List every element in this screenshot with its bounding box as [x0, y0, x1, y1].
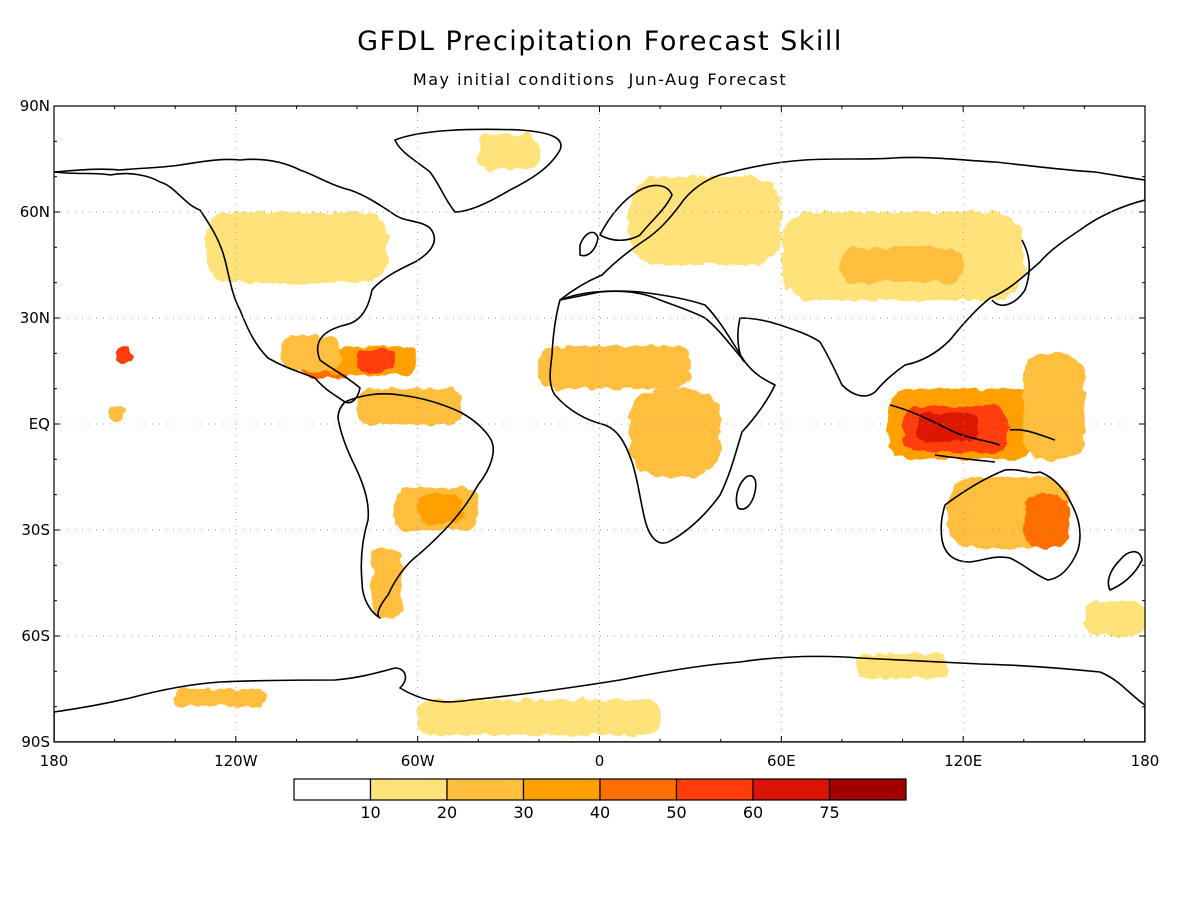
colorbar-swatch: [369, 778, 448, 801]
lon-tick-label: 120E: [944, 752, 982, 770]
south-america-coastline: [337, 393, 494, 619]
colorbar-label: 10: [360, 803, 380, 822]
new-zealand-coastline: [1107, 550, 1143, 591]
map-title: GFDL Precipitation Forecast Skill: [357, 26, 843, 57]
british-isles-coastline: [579, 231, 599, 257]
north-america-coastline: [54, 158, 436, 404]
skill-region: [1023, 353, 1085, 460]
axis-ticks: [53, 105, 1146, 743]
lon-tick-label: 60W: [401, 752, 435, 770]
skill-region: [841, 247, 964, 283]
skill-region: [108, 406, 124, 421]
skill-region: [629, 388, 721, 477]
map-subtitle: May initial conditions Jun-Aug Forecast: [412, 70, 788, 89]
lon-tick-label: 60E: [767, 752, 796, 770]
skill-region: [205, 212, 388, 283]
antarctica-coastline: [54, 655, 1145, 742]
greenland-coastline: [394, 128, 562, 213]
skill-region: [175, 689, 267, 707]
colorbar-swatch: [522, 778, 601, 801]
lon-tick-label: 180: [1131, 752, 1160, 770]
graticule: [54, 106, 1145, 742]
australia-coastline: [940, 468, 1081, 581]
colorbar-swatch: [752, 778, 831, 801]
skill-region: [857, 653, 949, 679]
africa-coastline: [549, 290, 776, 544]
madagascar-coastline: [735, 474, 757, 510]
lat-tick-label: EQ: [29, 415, 50, 433]
japan-coastline: [991, 239, 1031, 306]
colorbar-label: 50: [666, 803, 686, 822]
skill-region: [357, 349, 394, 371]
scandinavia-coastline: [599, 184, 673, 242]
colorbar-label: 20: [437, 803, 457, 822]
eurasia-coastline: [559, 156, 1145, 397]
lat-tick-label: 60S: [21, 627, 50, 645]
colorbar-swatch: [446, 778, 525, 801]
skill-region: [417, 494, 464, 523]
skill-region: [114, 346, 133, 364]
skill-region: [478, 134, 539, 170]
colorbar-swatch: [599, 778, 678, 801]
skill-region: [1023, 494, 1070, 548]
colorbar: 10 20 30 40 50 60 75: [293, 778, 907, 822]
skill-region: [538, 346, 691, 389]
colorbar-swatch: [828, 778, 907, 801]
lat-tick-label: 90N: [20, 97, 50, 115]
skill-region: [1084, 600, 1145, 636]
skill-region: [281, 335, 342, 371]
colorbar-swatch: [293, 778, 372, 801]
colorbar-label: 30: [513, 803, 533, 822]
colorbar-label: 60: [743, 803, 763, 822]
lat-tick-label: 60N: [20, 203, 50, 221]
lat-tick-label: 90S: [21, 733, 50, 751]
colorbar-swatch: [675, 778, 754, 801]
skill-shading-layer: [108, 134, 1145, 735]
skill-region: [417, 699, 661, 735]
colorbar-label: 75: [819, 803, 839, 822]
indonesia-islands: [889, 404, 1056, 463]
skill-region: [629, 176, 782, 265]
lon-tick-label: 180: [40, 752, 69, 770]
coastlines: [54, 128, 1145, 742]
skill-region: [357, 388, 464, 424]
lat-tick-label: 30S: [21, 521, 50, 539]
lon-tick-label: 0: [595, 752, 605, 770]
lat-tick-label: 30N: [20, 309, 50, 327]
lon-tick-label: 120W: [214, 752, 258, 770]
colorbar-label: 40: [590, 803, 610, 822]
skill-region: [372, 547, 403, 619]
